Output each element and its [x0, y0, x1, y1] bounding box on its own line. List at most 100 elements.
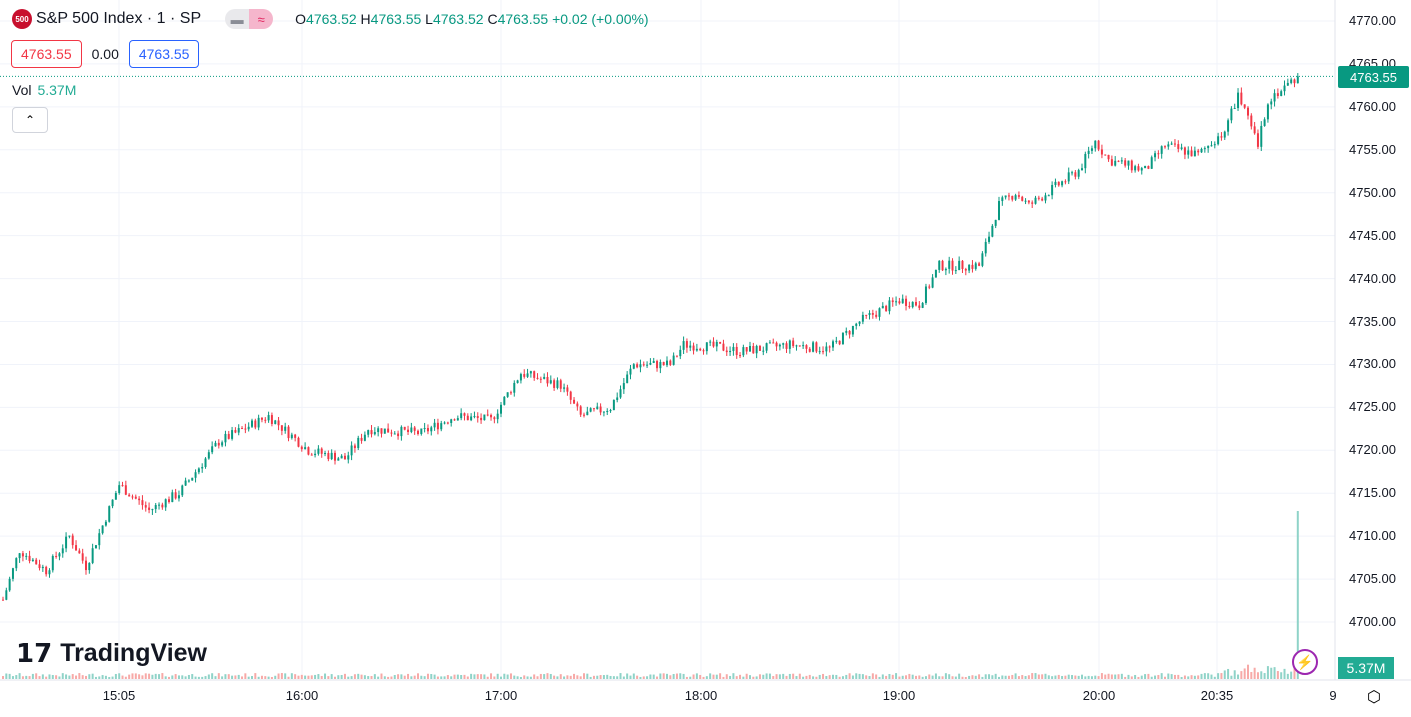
volume-bar: [1011, 674, 1014, 679]
candle-body: [383, 428, 386, 434]
volume-bar: [589, 676, 592, 679]
candle-body: [327, 453, 330, 460]
volume-bar: [1061, 675, 1064, 679]
candle-body: [964, 268, 967, 271]
candle-body: [1044, 195, 1047, 201]
volume-bar: [161, 673, 164, 679]
candle-body: [765, 343, 768, 351]
volume-bar: [875, 674, 878, 679]
lightning-icon[interactable]: ⚡: [1292, 649, 1318, 675]
candle-body: [21, 553, 24, 557]
candle-body: [632, 364, 635, 369]
candle-body: [490, 414, 493, 418]
volume-bar: [453, 674, 456, 679]
candle-body: [878, 308, 881, 317]
collapse-legend-button[interactable]: ⌃: [12, 107, 48, 133]
candle-body: [81, 553, 84, 561]
volume-bar: [871, 673, 874, 679]
volume-bar: [1170, 674, 1173, 679]
candle-body: [1197, 150, 1200, 153]
candle-body: [436, 422, 439, 430]
candle-body: [755, 345, 758, 354]
candle-body: [257, 417, 260, 428]
volume-bar: [891, 674, 894, 679]
candle-body: [762, 350, 765, 352]
candle-body: [181, 485, 184, 496]
tradingview-logo[interactable]: 𝟭𝟳 TradingView: [16, 638, 207, 668]
candle-body: [729, 350, 732, 353]
candle-body: [234, 430, 237, 433]
candle-body: [934, 269, 937, 278]
candle-body: [207, 452, 210, 459]
candle-body: [373, 432, 376, 435]
volume-bar: [822, 673, 825, 679]
volume-bar: [337, 675, 340, 679]
volume-bar: [317, 674, 320, 679]
volume-bar: [1014, 673, 1017, 679]
volume-bar: [964, 676, 967, 679]
volume-bar: [500, 676, 502, 679]
candle-body: [699, 348, 702, 351]
candle-body: [270, 415, 273, 424]
candle-body: [61, 548, 64, 554]
volume-bar: [938, 676, 941, 679]
candle-body: [994, 219, 997, 226]
candle-body: [297, 437, 300, 447]
volume-bar: [1273, 667, 1276, 679]
candle-body: [745, 347, 748, 352]
market-status-pill[interactable]: ▬ ≈: [225, 9, 274, 29]
candle-body: [38, 564, 41, 569]
candle-body: [858, 321, 861, 324]
volume-bar: [304, 675, 307, 679]
candle-body: [802, 345, 805, 347]
candle-body: [1187, 150, 1190, 155]
candle-body: [1117, 160, 1120, 162]
volume-bar: [443, 676, 446, 679]
candle-body: [1107, 154, 1110, 160]
volume-bar: [201, 676, 204, 679]
candle-body: [536, 377, 539, 379]
candle-body: [782, 343, 785, 345]
volume-bar: [78, 673, 81, 679]
volume-bar: [71, 674, 74, 679]
settings-icon[interactable]: ⬡: [1367, 689, 1381, 706]
volume-bar: [991, 675, 994, 679]
candle-body: [692, 345, 695, 351]
volume-bar: [765, 673, 768, 679]
candle-body: [569, 391, 572, 400]
price-tick-label: 4740.00: [1349, 270, 1396, 286]
buy-button[interactable]: 4763.55: [128, 40, 200, 68]
candle-body: [287, 426, 290, 439]
volume-bar: [689, 676, 692, 679]
volume-bar: [586, 673, 589, 679]
price-tick-label: 4705.00: [1349, 571, 1396, 587]
time-tick-label: 9: [1329, 688, 1337, 703]
candle-body: [825, 346, 828, 352]
sp500-logo: 500: [12, 9, 32, 29]
volume-bar: [207, 674, 210, 679]
volume-bar: [1237, 674, 1240, 679]
volume-bar: [798, 673, 801, 679]
candle-body: [1213, 144, 1216, 146]
volume-bar: [606, 674, 609, 679]
candle-body: [795, 345, 798, 347]
candle-body: [433, 422, 436, 428]
candle-body: [403, 426, 406, 430]
volume-bar: [1276, 671, 1279, 679]
candle-body: [1024, 200, 1027, 202]
candle-body: [65, 536, 68, 549]
volume-bar: [895, 673, 898, 679]
candle-body: [390, 432, 393, 434]
volume-bar: [1077, 675, 1080, 679]
volume-bar: [114, 673, 117, 679]
symbol-title[interactable]: S&P 500 Index · 1 · SP: [36, 10, 202, 27]
candle-body: [881, 305, 884, 309]
sell-button[interactable]: 4763.55: [11, 40, 82, 68]
volume-bar: [592, 675, 595, 679]
candle-body: [1090, 148, 1093, 151]
volume-bar: [486, 676, 489, 679]
volume-bar: [1150, 676, 1153, 679]
candle-body: [493, 417, 496, 420]
volume-bar: [251, 676, 253, 679]
